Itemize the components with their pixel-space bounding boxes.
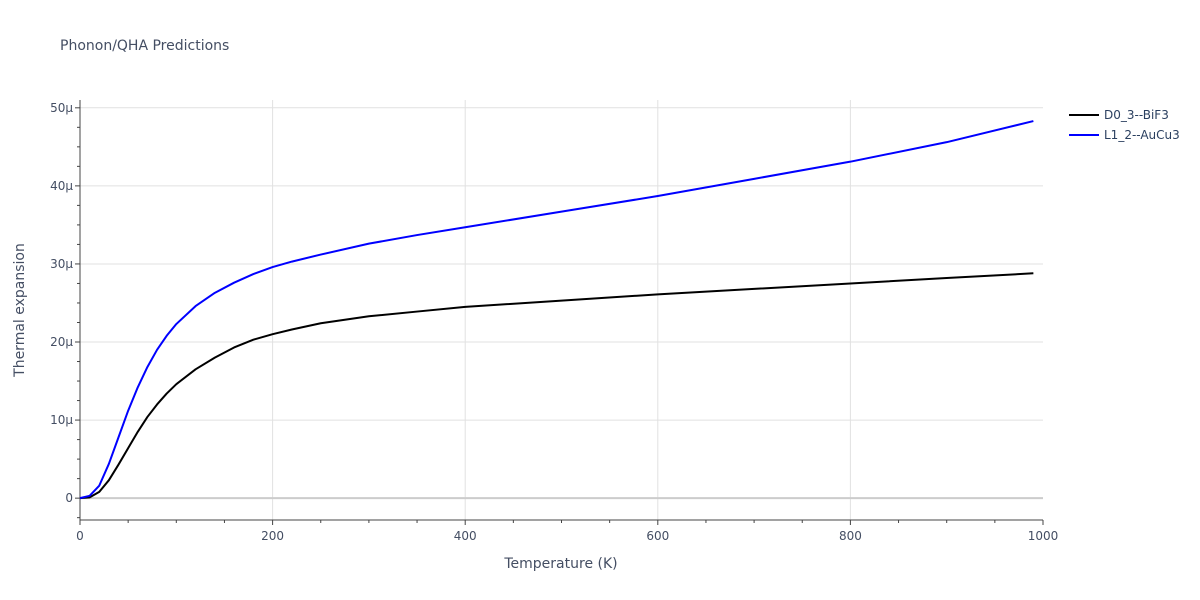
x-tick-label: 600 <box>646 529 669 543</box>
chart-title: Phonon/QHA Predictions <box>60 38 229 54</box>
y-tick-label: 10μ <box>50 413 73 427</box>
plot-area[interactable]: 0 200 400 600 800 1000 0 10μ 20μ 30μ 40μ 50μ <box>50 100 1058 543</box>
y-tick-label: 40μ <box>50 179 73 193</box>
y-tick-label: 20μ <box>50 335 73 349</box>
x-tick-label: 400 <box>454 529 477 543</box>
y-tick-label: 30μ <box>50 257 73 271</box>
x-tick-label: 800 <box>839 529 862 543</box>
legend[interactable]: D0_3--BiF3 L1_2--AuCu3 <box>1069 108 1180 142</box>
x-axis-title: Temperature (K) <box>503 556 617 572</box>
x-tick-label: 200 <box>261 529 284 543</box>
y-axis-title: Thermal expansion <box>12 243 28 378</box>
y-tick-label: 50μ <box>50 101 73 115</box>
legend-label-1[interactable]: L1_2--AuCu3 <box>1104 128 1180 142</box>
series-line-1[interactable] <box>79 120 1034 500</box>
x-tick-label: 0 <box>76 529 84 543</box>
y-tick-label: 0 <box>65 491 73 505</box>
series-line-0[interactable] <box>79 272 1034 500</box>
legend-label-0[interactable]: D0_3--BiF3 <box>1104 108 1169 122</box>
x-tick-label: 1000 <box>1028 529 1059 543</box>
